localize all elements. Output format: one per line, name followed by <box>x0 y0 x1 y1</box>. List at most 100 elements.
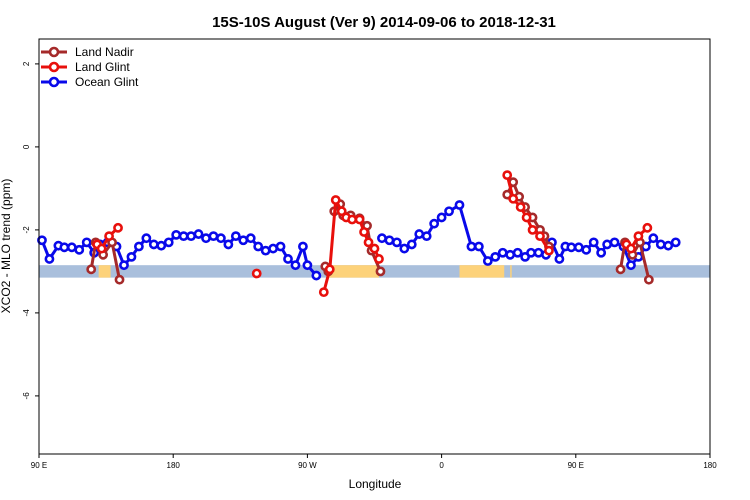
land-glint-point <box>104 231 114 242</box>
legend-label: Land Nadir <box>75 45 134 59</box>
ocean-glint-point <box>186 231 196 242</box>
ocean-glint-point <box>290 260 301 271</box>
ocean-glint-point <box>311 270 322 281</box>
land-band-segment <box>510 265 512 278</box>
land-glint-point <box>502 170 513 181</box>
ocean-glint-point <box>298 241 308 252</box>
ocean-glint-point <box>253 241 264 252</box>
ocean-glint-point <box>384 235 395 246</box>
ocean-glint-point <box>208 231 219 242</box>
ocean-glint-point <box>399 243 410 254</box>
x-tick-label: 180 <box>703 461 717 470</box>
ocean-glint-point <box>512 247 523 258</box>
ocean-glint-point <box>596 247 607 258</box>
land-glint-point <box>626 243 636 254</box>
ocean-glint-point <box>566 242 577 253</box>
ocean-glint-point <box>178 231 189 242</box>
ocean-glint-point <box>414 229 425 239</box>
land-glint-point <box>324 264 335 275</box>
ocean-glint-point <box>134 241 144 252</box>
land-glint-point <box>251 268 262 279</box>
ocean-glint-point <box>268 243 279 254</box>
legend-item: Land Glint <box>41 60 130 74</box>
land-glint-point <box>318 287 329 298</box>
ocean-glint-point <box>648 233 659 244</box>
ocean-glint-point <box>609 237 620 248</box>
ocean-glint-point <box>490 251 501 262</box>
land-glint-point <box>535 231 545 242</box>
legend-marker <box>48 61 60 73</box>
ocean-glint-point <box>655 239 666 250</box>
ocean-glint-point <box>436 212 447 223</box>
ocean-glint-point <box>533 247 544 258</box>
ocean-glint-point <box>74 244 85 255</box>
ocean-glint-point <box>663 240 674 251</box>
x-axis-label: Longitude <box>349 477 402 491</box>
land-glint-point <box>633 231 644 242</box>
ocean-glint-point <box>444 206 454 217</box>
ocean-glint-point <box>421 231 432 242</box>
x-tick-label: 90 E <box>568 461 584 470</box>
ocean-glint-point <box>66 242 77 253</box>
ocean-glint-point <box>171 229 182 240</box>
land-glint-point <box>521 212 532 223</box>
ocean-glint-point <box>238 235 249 246</box>
land-band-segment <box>98 265 111 278</box>
land-nadir-point <box>86 264 97 275</box>
land-nadir-point <box>615 264 626 275</box>
land-glint-point <box>642 222 653 233</box>
ocean-glint-point <box>201 233 211 244</box>
land-glint-point <box>336 206 347 217</box>
legend-label: Ocean Glint <box>75 75 139 89</box>
land-glint-point <box>359 227 369 237</box>
ocean-glint-point <box>230 231 241 242</box>
ocean-glint-point <box>581 244 592 255</box>
x-axis: 90 E 180 90 W 0 90 E 180 <box>31 454 717 470</box>
land-glint-point <box>515 202 526 212</box>
land-glint-point <box>363 237 374 248</box>
land-nadir-point <box>643 274 654 285</box>
ocean-glint-point <box>497 247 508 258</box>
legend-marker <box>48 76 60 88</box>
ocean-glint-point <box>588 237 599 248</box>
land-glint-point <box>544 245 554 256</box>
ocean-glint-point <box>482 256 493 266</box>
y-tick-label: -2 <box>22 226 31 234</box>
land-band-segment <box>328 265 379 278</box>
y-tick-label: -4 <box>22 309 31 317</box>
ocean-glint-point <box>141 233 152 244</box>
land-glint-point <box>330 195 341 205</box>
land-glint-point <box>354 214 365 225</box>
chart-title: 15S-10S August (Ver 9) 2014-09-06 to 201… <box>212 14 556 31</box>
ocean-glint-point <box>148 239 159 250</box>
land-band-segment <box>459 265 505 278</box>
ocean-glint-point <box>37 235 47 246</box>
y-axis: 2 0 -2 -4 -6 <box>22 61 39 399</box>
y-tick-label: 0 <box>22 144 31 149</box>
legend-item: Ocean Glint <box>41 75 139 89</box>
sample-band <box>39 265 710 278</box>
y-tick-label: 2 <box>22 61 31 66</box>
y-axis-label: XCO2 - MLO trend (ppm) <box>0 179 13 314</box>
land-glint-point <box>374 254 384 264</box>
ocean-glint-point <box>245 233 256 244</box>
land-glint-point <box>369 243 380 254</box>
x-tick-label: 0 <box>439 461 444 470</box>
ocean-glint-point <box>260 245 271 256</box>
ocean-glint-point <box>554 254 565 264</box>
land-glint-point <box>508 193 519 204</box>
ocean-glint-point <box>193 229 204 239</box>
ocean-glint-point <box>283 254 293 264</box>
ocean-glint-point <box>670 237 681 248</box>
land-glint-point <box>113 222 123 233</box>
ocean-glint-point <box>391 237 402 248</box>
ocean-glint-point <box>156 240 167 251</box>
land-glint-point <box>527 224 538 235</box>
ocean-glint-point <box>216 233 226 244</box>
ocean-glint-point <box>505 249 516 260</box>
ocean-glint-point <box>454 200 465 210</box>
y-tick-label: -6 <box>22 392 31 400</box>
ocean-glint-point <box>223 239 234 250</box>
